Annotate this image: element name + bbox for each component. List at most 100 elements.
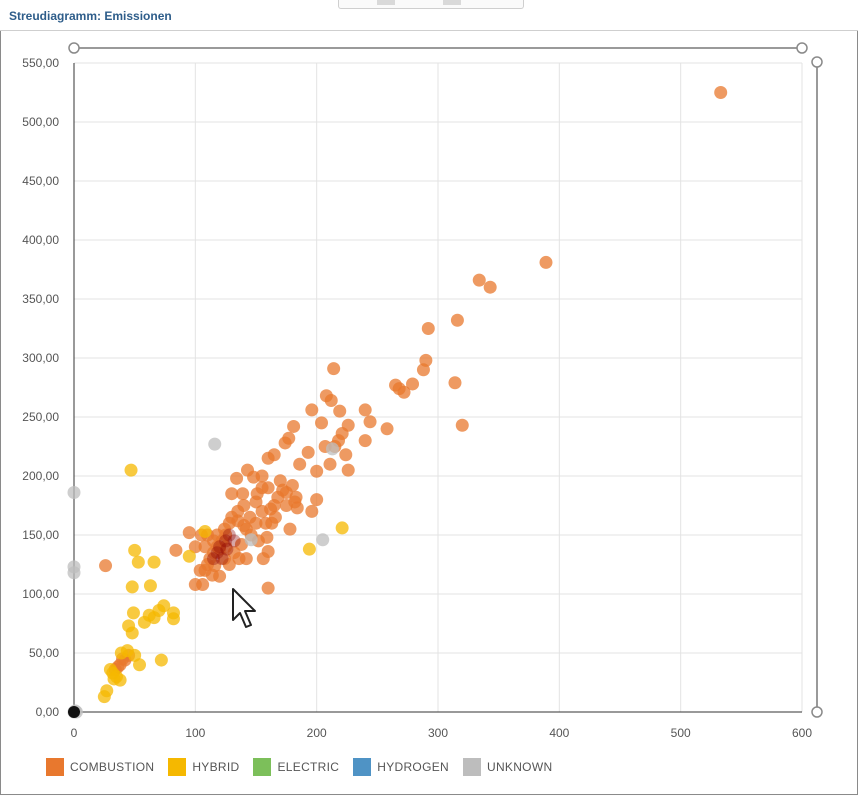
toolbar-tab[interactable] bbox=[338, 0, 524, 9]
toolbar-icon[interactable] bbox=[377, 0, 395, 5]
data-point-combustion bbox=[232, 552, 246, 566]
data-point-combustion bbox=[241, 463, 255, 477]
y-tick-label: 300,00 bbox=[22, 351, 59, 365]
data-point-overlap bbox=[222, 528, 236, 542]
data-point-unknown bbox=[325, 442, 339, 456]
legend-item-combustion[interactable]: COMBUSTION bbox=[46, 758, 154, 776]
data-point-combustion bbox=[406, 377, 420, 391]
data-point-combustion bbox=[236, 487, 250, 501]
window-header: Streudiagramm: Emissionen bbox=[0, 0, 858, 31]
data-point-overlap bbox=[210, 546, 224, 560]
data-point-hybrid bbox=[125, 626, 139, 640]
data-points bbox=[67, 86, 728, 719]
data-point-hybrid bbox=[143, 579, 157, 593]
data-point-hybrid bbox=[147, 555, 161, 569]
y-tick-label: 400,00 bbox=[22, 233, 59, 247]
data-point-combustion bbox=[217, 522, 231, 536]
data-point-unknown bbox=[208, 437, 222, 451]
data-point-hybrid bbox=[302, 542, 316, 556]
data-point-combustion bbox=[261, 451, 275, 465]
legend-label: ELECTRIC bbox=[277, 760, 340, 774]
data-point-combustion bbox=[293, 457, 307, 471]
data-point-combustion bbox=[358, 434, 372, 448]
data-point-hybrid bbox=[113, 673, 127, 687]
y-tick-label: 100,00 bbox=[22, 587, 59, 601]
legend-label: HYDROGEN bbox=[377, 760, 449, 774]
data-point-combustion bbox=[310, 464, 324, 478]
data-point-combustion bbox=[169, 543, 183, 557]
data-point-combustion bbox=[327, 362, 341, 376]
data-point-combustion bbox=[714, 86, 728, 99]
x-tick-label: 600 bbox=[792, 726, 812, 740]
y-range-handle-bottom bbox=[811, 706, 823, 718]
x-tick-label: 0 bbox=[71, 726, 78, 740]
data-point-combustion bbox=[283, 522, 297, 536]
data-point-combustion bbox=[397, 385, 411, 399]
data-point-combustion bbox=[288, 495, 302, 509]
range-sliders bbox=[68, 42, 823, 718]
data-point-combustion bbox=[261, 581, 275, 595]
data-point-overlap bbox=[227, 534, 241, 548]
data-point-hybrid bbox=[154, 653, 168, 667]
data-point-combustion bbox=[450, 313, 464, 327]
data-point-overlap bbox=[213, 540, 227, 554]
x-tick-label: 200 bbox=[307, 726, 327, 740]
data-point-hybrid bbox=[137, 615, 151, 629]
y-tick-label: 150,00 bbox=[22, 528, 59, 542]
data-point-combustion bbox=[339, 448, 353, 462]
window-title: Streudiagramm: Emissionen bbox=[9, 9, 172, 23]
legend-item-unknown[interactable]: UNKNOWN bbox=[462, 758, 553, 776]
data-point-combustion bbox=[416, 363, 430, 377]
data-point-combustion bbox=[358, 403, 372, 417]
data-point-combustion bbox=[323, 457, 337, 471]
data-point-combustion bbox=[285, 478, 299, 492]
y-tick-label: 500,00 bbox=[22, 115, 59, 129]
legend-item-electric[interactable]: ELECTRIC bbox=[253, 758, 339, 776]
data-point-combustion bbox=[278, 436, 292, 450]
data-point-combustion bbox=[301, 445, 315, 459]
data-point-combustion bbox=[341, 463, 355, 477]
data-point-combustion bbox=[380, 422, 394, 436]
y-tick-label: 250,00 bbox=[22, 410, 59, 424]
data-point-combustion bbox=[260, 530, 274, 544]
data-point-combustion bbox=[234, 537, 248, 551]
scatter-chart[interactable]: 0 100 200 300 400 500 600 0,00 50,00 100,00 150,0… bbox=[0, 0, 858, 750]
data-point-hybrid bbox=[152, 604, 166, 618]
data-point-combustion bbox=[225, 487, 239, 501]
data-point-overlap bbox=[215, 552, 229, 566]
toolbar-icon[interactable] bbox=[443, 0, 461, 5]
x-tick-label: 300 bbox=[428, 726, 448, 740]
data-point-hybrid bbox=[133, 658, 147, 672]
legend-swatch bbox=[168, 758, 187, 776]
legend-swatch bbox=[353, 758, 372, 776]
legend-item-hydrogen[interactable]: HYDROGEN bbox=[353, 758, 449, 776]
y-tick-label: 550,00 bbox=[22, 56, 59, 70]
data-point-unknown bbox=[316, 533, 330, 547]
data-point-unknown bbox=[244, 533, 258, 547]
chart-axes bbox=[73, 63, 802, 713]
x-tick-label: 500 bbox=[671, 726, 691, 740]
y-axis-ticks: 0,00 50,00 100,00 150,00 200,00 250,00 300,00 3… bbox=[22, 56, 59, 719]
x-axis-ticks: 0 100 200 300 400 500 600 bbox=[71, 726, 813, 740]
data-point-combustion bbox=[363, 415, 377, 429]
mouse-cursor-icon bbox=[232, 588, 256, 628]
data-point-hybrid bbox=[124, 463, 138, 477]
legend-label: HYBRID bbox=[192, 760, 240, 774]
y-tick-label: 50,00 bbox=[29, 646, 59, 660]
legend-label: UNKNOWN bbox=[486, 760, 553, 774]
chart-grid bbox=[74, 62, 803, 712]
data-point-combustion bbox=[256, 552, 270, 566]
data-point-combustion bbox=[305, 504, 319, 518]
data-point-combustion bbox=[483, 280, 497, 294]
legend-item-hybrid[interactable]: HYBRID bbox=[168, 758, 239, 776]
data-point-unknown bbox=[67, 566, 81, 580]
data-point-combustion bbox=[268, 510, 282, 524]
data-point-combustion bbox=[455, 418, 469, 432]
data-point-combustion bbox=[99, 559, 113, 573]
data-point-combustion bbox=[222, 558, 236, 571]
data-point-combustion bbox=[230, 471, 244, 485]
legend-swatch bbox=[462, 758, 481, 776]
data-point-combustion bbox=[193, 563, 207, 577]
data-point-hybrid bbox=[131, 555, 145, 569]
data-point-combustion bbox=[196, 578, 210, 592]
